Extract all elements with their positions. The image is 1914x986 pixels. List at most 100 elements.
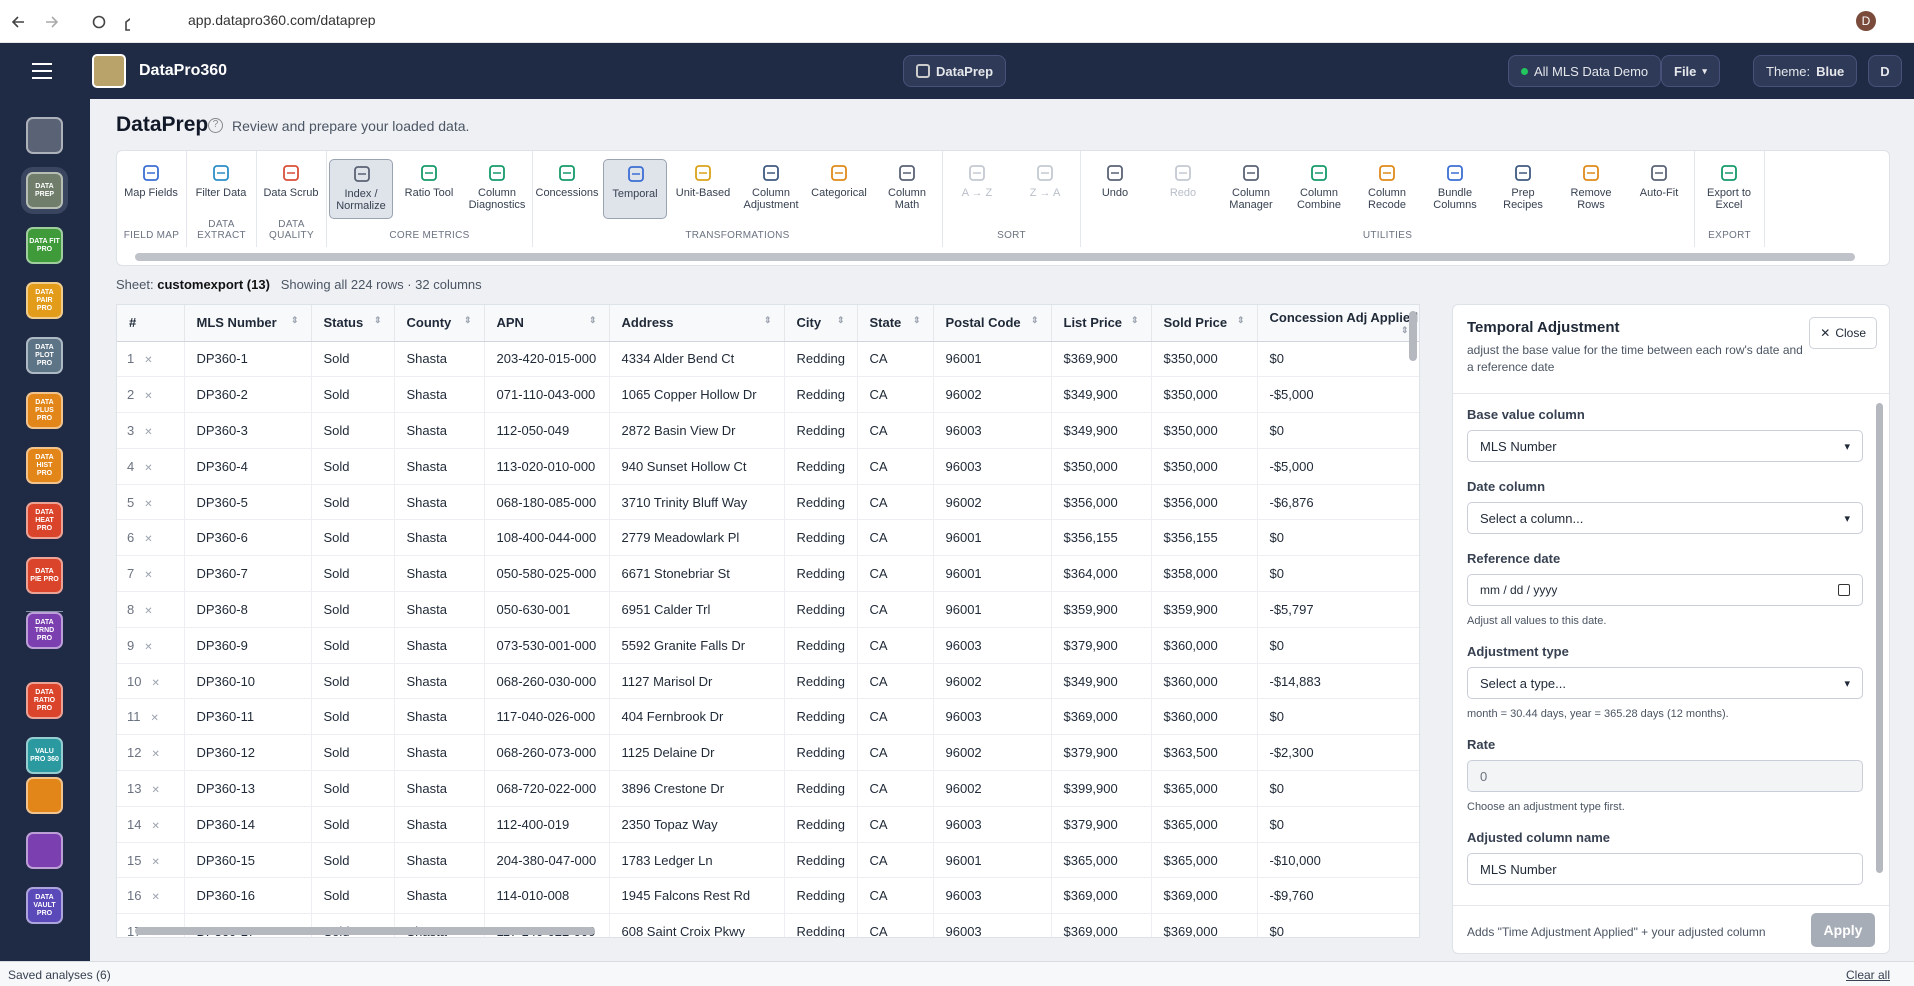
column-header[interactable]: MLS Number ⇕ [184, 305, 312, 342]
panel-scrollbar[interactable] [1876, 403, 1883, 873]
tool-button[interactable]: Bundle Columns [1423, 159, 1487, 219]
tool-button[interactable]: Undo [1083, 159, 1147, 219]
dataset-pill[interactable]: All MLS Data Demo [1508, 55, 1662, 87]
tool-button[interactable]: Export to Excel [1697, 159, 1761, 219]
tool-button[interactable]: Column Recode [1355, 159, 1419, 219]
close-button[interactable]: ✕ Close [1809, 317, 1877, 349]
toolbar-group: Data Scrub DATA QUALITY [257, 151, 327, 247]
user-button[interactable]: D [1868, 55, 1902, 87]
app-icon[interactable]: DATA PLUS PRO [26, 392, 63, 429]
column-header[interactable]: State ⇕ [857, 305, 934, 342]
app-icon[interactable]: DATA PLOT PRO [26, 337, 63, 374]
tool-button[interactable]: Prep Recipes [1491, 159, 1555, 219]
tool-button[interactable]: Column Math [875, 159, 939, 219]
table-vscroll[interactable] [1409, 311, 1417, 361]
tool-label: Categorical [811, 187, 867, 199]
column-header[interactable]: Postal Code ⇕ [933, 305, 1052, 342]
remove-row-icon[interactable]: ✕ [151, 784, 160, 796]
remove-row-icon[interactable]: ✕ [144, 391, 153, 403]
table-cell: DP360-9 [184, 627, 312, 664]
remove-row-icon[interactable]: ✕ [144, 426, 153, 438]
toolbar-scrollbar[interactable] [135, 253, 1855, 261]
column-header[interactable]: Status ⇕ [311, 305, 395, 342]
cell-text: 5 [127, 494, 135, 510]
tool-button[interactable]: Unit-Based [671, 159, 735, 219]
nav-buttons[interactable] [10, 12, 130, 32]
app-icon[interactable]: DATA HEAT PRO [26, 502, 63, 539]
app-icon[interactable]: DATA RATIO PRO [26, 682, 63, 719]
file-menu[interactable]: File ▾ [1661, 55, 1720, 87]
tool-button[interactable]: Column Manager [1219, 159, 1283, 219]
apply-button[interactable]: Apply [1811, 913, 1875, 947]
cell-text: Redding [796, 351, 845, 367]
tool-button[interactable]: Column Adjustment [739, 159, 803, 219]
tool-button[interactable]: Remove Rows [1559, 159, 1623, 219]
remove-row-icon[interactable]: ✕ [144, 605, 153, 617]
remove-row-icon[interactable]: ✕ [144, 462, 153, 474]
app-icon[interactable]: DATA TRND PRO [26, 612, 63, 649]
column-header[interactable]: Address ⇕ [609, 305, 785, 342]
chart-app-icon[interactable] [26, 832, 63, 869]
remove-row-icon[interactable]: ✕ [144, 570, 153, 582]
theme-pill[interactable]: Theme: Blue [1753, 55, 1858, 87]
grid-app-icon[interactable] [26, 777, 63, 814]
tool-button[interactable]: Categorical [807, 159, 871, 219]
column-header[interactable]: List Price ⇕ [1051, 305, 1152, 342]
home-button[interactable] [26, 117, 63, 154]
tool-button[interactable]: Column Diagnostics [465, 159, 529, 219]
app-icon[interactable]: DATA VAULT PRO [26, 887, 63, 924]
table-hscroll[interactable] [135, 927, 595, 935]
tool-button[interactable]: Map Fields [119, 159, 183, 219]
remove-row-icon[interactable]: ✕ [144, 498, 153, 510]
cell-text: Sold [323, 637, 350, 653]
input[interactable]: 0 [1467, 760, 1863, 792]
table-cell: 9 ✕ [117, 627, 185, 664]
tool-button[interactable]: Temporal [603, 159, 667, 219]
column-header[interactable]: # [117, 305, 185, 342]
app-icon[interactable]: DATA PREP [26, 172, 63, 209]
tool-button[interactable]: Concessions [535, 159, 599, 219]
module-pill[interactable]: DataPrep [903, 55, 1007, 87]
tool-icon [213, 165, 229, 181]
select[interactable]: MLS Number ▾ [1467, 430, 1863, 462]
app-icon[interactable]: DATA HIST PRO [26, 447, 63, 484]
column-header[interactable]: Concession Adj Applied ⇕ [1257, 305, 1419, 342]
remove-row-icon[interactable]: ✕ [144, 534, 153, 546]
column-header[interactable]: County ⇕ [394, 305, 485, 342]
app-icon[interactable]: DATA PIE PRO [26, 557, 63, 594]
input[interactable]: mm / dd / yyyy [1467, 574, 1863, 606]
control-value: MLS Number [1480, 438, 1557, 454]
form-field: Reference date mm / dd / yyyy Adjust all v… [1467, 551, 1863, 627]
saved-analyses[interactable]: Saved analyses (6) [8, 968, 111, 982]
url[interactable]: app.datapro360.com/dataprep [188, 12, 376, 28]
column-header[interactable]: Sold Price ⇕ [1151, 305, 1258, 342]
tool-button[interactable]: Filter Data [189, 159, 253, 219]
tool-button[interactable]: Index / Normalize [329, 159, 393, 219]
remove-row-icon[interactable]: ✕ [150, 713, 159, 725]
tool-button[interactable]: Ratio Tool [397, 159, 461, 219]
app-icon[interactable]: DATA PAIR PRO [26, 282, 63, 319]
remove-row-icon[interactable]: ✕ [151, 749, 160, 761]
profile-avatar[interactable]: D [1856, 11, 1876, 31]
tool-button[interactable]: Column Combine [1287, 159, 1351, 219]
remove-row-icon[interactable]: ✕ [144, 355, 153, 367]
remove-row-icon[interactable]: ✕ [151, 856, 160, 868]
select[interactable]: Select a column... ▾ [1467, 502, 1863, 534]
remove-row-icon[interactable]: ✕ [151, 677, 160, 689]
tool-icon [1037, 165, 1053, 181]
remove-row-icon[interactable]: ✕ [144, 641, 153, 653]
remove-row-icon[interactable]: ✕ [151, 892, 160, 904]
remove-row-icon[interactable]: ✕ [151, 820, 160, 832]
column-header[interactable]: City ⇕ [784, 305, 858, 342]
app-icon[interactable]: VALU PRO 360 [26, 737, 63, 774]
app-icon[interactable]: DATA FIT PRO [26, 227, 63, 264]
menu-button[interactable] [30, 60, 54, 82]
column-header[interactable]: APN ⇕ [484, 305, 610, 342]
tool-button[interactable]: Auto-Fit [1627, 159, 1691, 219]
help-icon[interactable]: ? [208, 118, 223, 133]
cell-text: CA [869, 494, 888, 510]
select[interactable]: Select a type... ▾ [1467, 667, 1863, 699]
input[interactable]: MLS Number [1467, 853, 1863, 885]
tool-button[interactable]: Data Scrub [259, 159, 323, 219]
clear-all[interactable]: Clear all [1845, 968, 1890, 982]
